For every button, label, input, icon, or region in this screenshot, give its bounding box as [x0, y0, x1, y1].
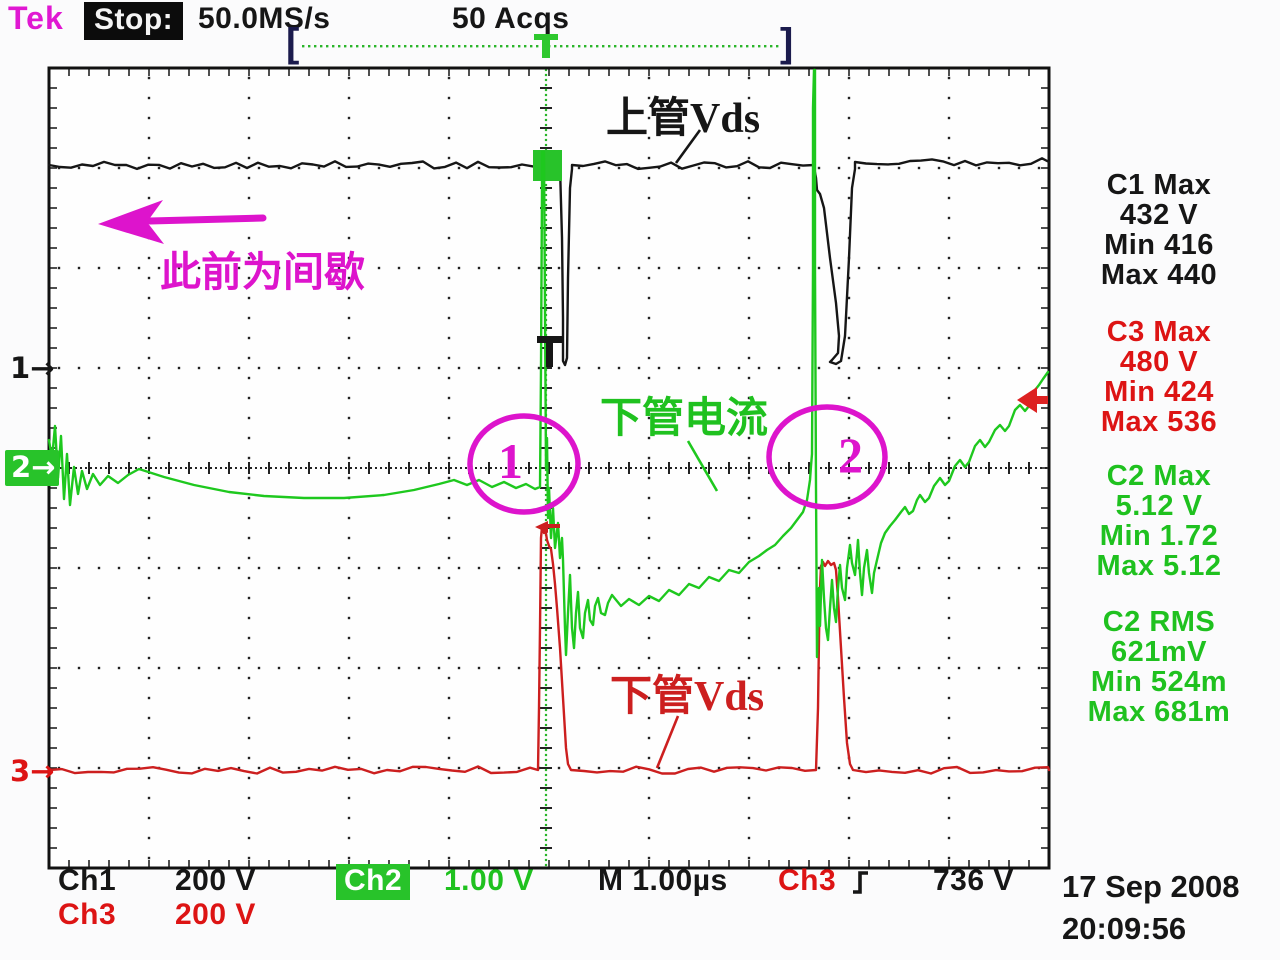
date-value: 17 Sep 2008 [1062, 869, 1240, 904]
measurement-line: Max 536 [1100, 406, 1218, 438]
measurement-c2-max: C2 Max 5.12 V Min 1.72 Max 5.12 [1044, 461, 1274, 581]
timebase-readout: M 1.00µs [598, 864, 728, 897]
lower-fet-current-leader [686, 440, 719, 492]
rising-edge-slope-icon [853, 871, 868, 894]
ch1-scale-value: 200 V [175, 864, 256, 897]
measurement-line: Min 524m [1090, 666, 1228, 698]
ch3-peak-arrow-icon [535, 521, 560, 533]
record-view-left-bracket: [ [286, 21, 300, 65]
ch1-trace [47, 157, 1051, 367]
trigger-point-t-icon [537, 336, 563, 367]
measurement-line: Min 1.72 [1099, 520, 1219, 552]
upper-fet-vds-label: 上管Vds [606, 96, 761, 142]
trigger-level-arrow-icon [1017, 387, 1048, 413]
trigger-position-icon [534, 34, 558, 58]
upper-fet-vds-leader [674, 129, 702, 164]
graticule [47, 66, 1051, 870]
ch2-spike-marker [533, 150, 562, 181]
measurement-line: Min 416 [1104, 229, 1214, 261]
trigger-source-readout: Ch3 [778, 864, 837, 897]
ch2-scale-label: Ch2 [336, 864, 411, 900]
measurement-line: Max 440 [1100, 259, 1218, 291]
circle-2-annotation [766, 404, 888, 510]
measurement-line: C1 Max [1106, 169, 1212, 201]
acquisition-count: 50 Acqs [452, 2, 570, 35]
ch2-scale-value: 1.00 V [444, 864, 534, 897]
annotation-layer [98, 34, 888, 769]
lower-fet-vds-leader [655, 715, 680, 769]
circle-1-annotation [467, 413, 581, 515]
ch2-trace [47, 68, 1050, 659]
ch3-trace [47, 525, 1051, 775]
acquisition-status-badge: Stop: [84, 2, 184, 40]
measurement-line: C2 Max [1106, 460, 1212, 492]
datetime-readout: 17 Sep 2008 20:09:56 [1062, 866, 1240, 950]
ch1-position-marker: 1→ [10, 351, 55, 385]
lower-fet-vds-label: 下管Vds [610, 674, 765, 720]
measurement-line: Max 5.12 [1096, 550, 1222, 582]
measurement-line: C2 RMS [1102, 606, 1216, 638]
time-value: 20:09:56 [1062, 911, 1187, 946]
circle-2-number: 2 [838, 427, 863, 483]
measurement-line: Min 424 [1104, 376, 1214, 408]
intermittent-arrow-icon [98, 200, 267, 244]
trigger-level-readout: 736 V [933, 864, 1014, 897]
lower-fet-current-label: 下管电流 [600, 396, 769, 442]
sample-rate-readout: 50.0MS/s [198, 2, 331, 35]
measurement-c2-rms: C2 RMS 621mV Min 524m Max 681m [1044, 607, 1274, 727]
measurement-line: C3 Max [1106, 316, 1212, 348]
intermittent-note-label: 此前为间歇 [160, 249, 365, 295]
ch3-position-marker: 3→ [10, 754, 55, 788]
ch3-scale-value: 200 V [175, 898, 256, 931]
ch1-scale-label: Ch1 [58, 864, 117, 897]
brand-logo: Tek [8, 0, 64, 36]
measurement-line: 5.12 V [1115, 490, 1203, 522]
circle-1-number: 1 [498, 433, 523, 489]
measurement-c1-max: C1 Max 432 V Min 416 Max 440 [1044, 170, 1274, 290]
ch3-scale-label: Ch3 [58, 898, 117, 931]
measurement-line: 432 V [1119, 199, 1199, 231]
ch2-position-marker: 2→ [5, 450, 60, 486]
measurement-line: Max 681m [1087, 696, 1231, 728]
record-view-right-bracket: ] [780, 21, 794, 65]
measurement-c3-max: C3 Max 480 V Min 424 Max 536 [1044, 317, 1274, 437]
measurement-line: 621mV [1110, 636, 1207, 668]
measurement-line: 480 V [1119, 346, 1199, 378]
